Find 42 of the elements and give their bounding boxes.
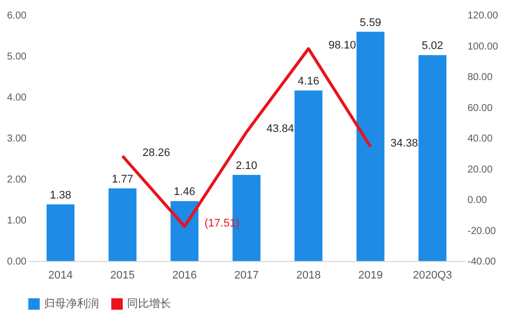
- y-tick-label: 3.00: [7, 134, 27, 144]
- y-tick-label: 1.00: [7, 216, 27, 226]
- x-tick-label: 2019: [358, 270, 383, 282]
- bar: [294, 90, 322, 261]
- y2-tick-label: -20.00: [468, 226, 496, 237]
- y2-tick-label: 40.00: [468, 134, 493, 144]
- y-tick-label: 4.00: [7, 92, 27, 104]
- data-label: 98.10: [328, 40, 356, 52]
- x-tick-label: 2016: [172, 270, 197, 282]
- y-tick-label: 5.00: [7, 52, 27, 62]
- bar: [418, 55, 446, 261]
- x-tick-label: 2017: [234, 270, 259, 282]
- x-tick-label: 2014: [48, 270, 73, 282]
- bar: [108, 188, 136, 261]
- y-tick-label: 2.00: [7, 174, 27, 186]
- data-label: 1.77: [112, 173, 134, 186]
- data-label: 2.10: [236, 160, 258, 172]
- data-label: 34.38: [390, 138, 418, 150]
- data-label: 1.38: [50, 189, 72, 202]
- bar: [170, 201, 198, 261]
- y2-tick-label: 0.00: [468, 195, 488, 206]
- data-label: 5.02: [422, 40, 444, 52]
- x-tick-label: 2018: [296, 270, 321, 282]
- data-label: 5.59: [360, 16, 382, 29]
- y-tick-label: 0.00: [7, 256, 27, 268]
- y-tick-label: 6.00: [7, 10, 27, 22]
- x-tick-label: 2020Q3: [412, 270, 452, 282]
- y2-tick-label: -40.00: [468, 256, 496, 268]
- y2-tick-label: 100.00: [468, 41, 499, 52]
- x-tick-label: 2015: [110, 270, 135, 282]
- bar: [356, 32, 384, 261]
- legend-label: 归母净利润: [44, 297, 99, 310]
- data-label: 4.16: [298, 75, 320, 88]
- bar: [46, 204, 74, 261]
- data-label: 28.26: [142, 147, 170, 160]
- y2-tick-label: 120.00: [468, 10, 499, 22]
- y2-tick-label: 60.00: [468, 102, 493, 114]
- y2-tick-label: 80.00: [468, 72, 493, 83]
- data-label: 1.46: [174, 186, 196, 198]
- legend-label: 同比增长: [127, 297, 171, 310]
- y2-tick-label: 20.00: [468, 164, 493, 176]
- data-label: 43.84: [266, 123, 294, 136]
